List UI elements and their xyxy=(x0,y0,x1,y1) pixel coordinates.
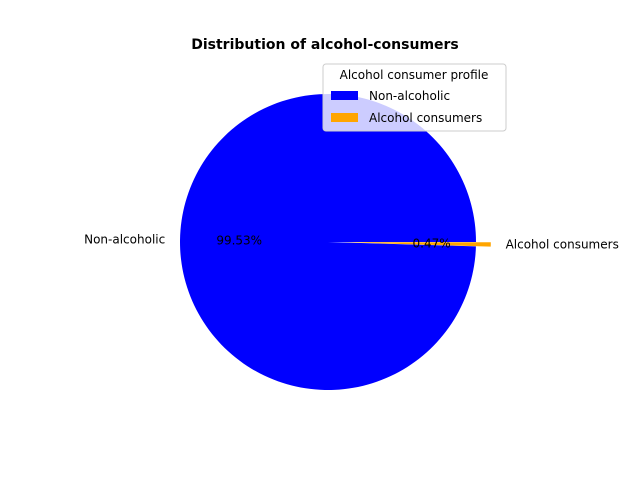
legend-swatch-alcohol-consumers xyxy=(331,113,358,122)
legend-swatch-non-alcoholic xyxy=(331,91,358,100)
legend-title: Alcohol consumer profile xyxy=(340,68,489,82)
legend: Alcohol consumer profile Non-alcoholic A… xyxy=(322,63,507,132)
slice-pct-non-alcoholic: 99.53% xyxy=(216,234,262,248)
slice-pct-alcohol-consumers: 0.47% xyxy=(413,237,451,251)
legend-frame xyxy=(322,63,507,132)
legend-entry-alcohol-consumers: Alcohol consumers xyxy=(369,111,482,125)
pie-slice-non-alcoholic xyxy=(180,94,476,391)
legend-entry-non-alcoholic: Non-alcoholic xyxy=(369,89,450,103)
pie-slice-alcohol-consumers xyxy=(342,242,491,247)
slice-label-non-alcoholic: Non-alcoholic xyxy=(84,233,165,247)
slice-label-alcohol-consumers: Alcohol consumers xyxy=(506,238,619,252)
pie-slices xyxy=(180,94,491,391)
chart-title: Distribution of alcohol-consumers xyxy=(191,37,459,53)
pie-labels: Non-alcoholic 99.53% Alcohol consumers 0.47… xyxy=(84,233,619,252)
